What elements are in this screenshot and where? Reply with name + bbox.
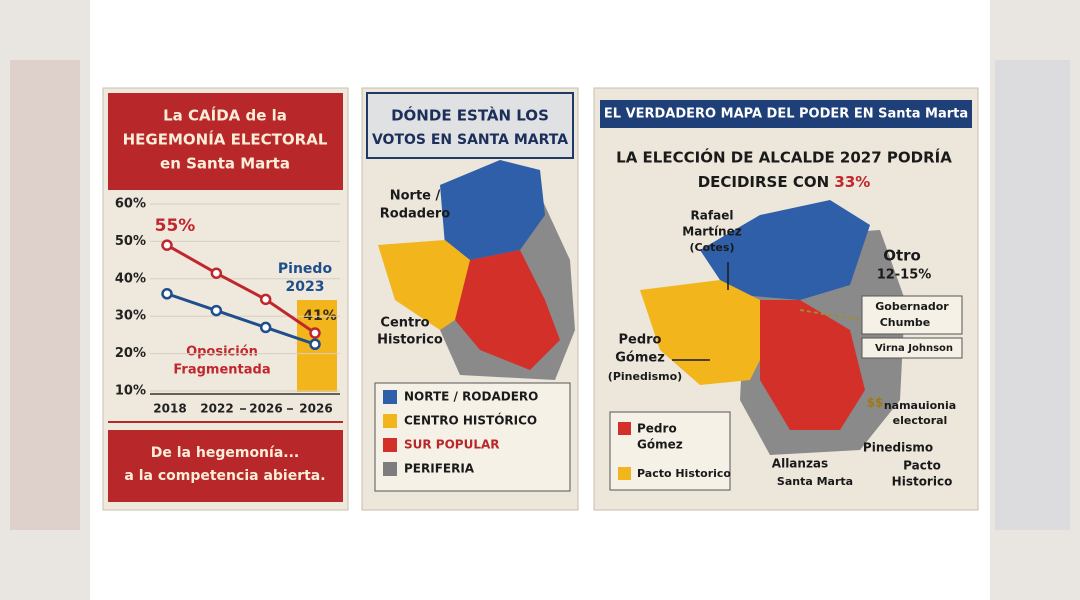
map-label: Gómez — [615, 351, 665, 366]
map-label: (Pinedismo) — [608, 370, 682, 383]
legend-swatch — [618, 467, 631, 480]
map-label: Pinedismo — [863, 441, 933, 455]
point — [210, 304, 223, 317]
map-label: Centro — [380, 316, 429, 331]
map-center — [640, 280, 770, 385]
legend-label: Pacto Historico — [637, 467, 731, 480]
map-label: Martínez — [682, 225, 741, 239]
map-label: Allanzas — [772, 457, 828, 471]
header-band — [600, 100, 972, 128]
title-band — [366, 92, 574, 159]
map-label: Rafael — [691, 209, 734, 223]
right-panel: EL VERDADERO MAPA DEL PODER EN Santa Mar… — [593, 87, 979, 511]
map-label: 12-15% — [877, 268, 932, 283]
map-north — [440, 160, 545, 260]
point — [161, 288, 173, 300]
label-box — [861, 337, 963, 359]
middle-panel: DÓNDE ESTÀN LOS VOTOS EN SANTA MARTA Nor… — [361, 87, 579, 511]
title: DÓNDE ESTÀN LOS — [391, 106, 549, 125]
point — [309, 327, 321, 339]
point — [309, 338, 321, 350]
annotation: 55% — [155, 216, 196, 236]
map-label: (Cotes) — [690, 241, 735, 254]
map-label: Pacto — [903, 459, 941, 473]
title: VOTOS EN SANTA MARTA — [372, 132, 568, 148]
legend-swatch — [618, 422, 631, 435]
map-label: Rodadero — [380, 207, 451, 222]
side-backdrop — [10, 60, 80, 530]
headline: DECIDIRSE CON 33% — [698, 173, 871, 191]
x-tick-label: 2022 — [200, 402, 233, 416]
header: EL VERDADERO MAPA DEL PODER EN Santa Mar… — [604, 107, 968, 122]
map-south — [760, 300, 865, 430]
map-label: Chumbe — [880, 316, 931, 329]
series-line — [166, 292, 316, 346]
y-tick-label: 30% — [115, 309, 146, 324]
point — [210, 267, 223, 279]
title: La CAÍDA de la — [163, 106, 287, 125]
legend-label: SUR POPULAR — [404, 438, 500, 452]
footer: a la competencia abierta. — [124, 468, 325, 484]
series-line — [166, 243, 316, 335]
map-label: Gobernador — [875, 300, 949, 313]
headline-highlight: 33% — [834, 173, 870, 191]
map-south — [455, 250, 560, 370]
legend-label: PERIFERIA — [404, 462, 475, 476]
map-label: Norte / — [390, 189, 441, 204]
legend-swatch — [383, 414, 397, 428]
map-label: electoral — [893, 414, 948, 427]
map-label: Virna Johnson — [875, 343, 953, 354]
label-box — [861, 295, 963, 335]
headline-text: DECIDIRSE CON — [698, 173, 829, 191]
legend-swatch — [383, 462, 397, 476]
footer: De la hegemonía... — [151, 445, 299, 461]
y-tick-label: 60% — [115, 197, 146, 212]
footer-band — [108, 430, 343, 502]
annotation: Fragmentada — [173, 363, 270, 378]
title-band — [108, 93, 343, 190]
map-label: Historico — [377, 333, 443, 348]
left-panel: La CAÍDA de la HEGEMONÍA ELECTORAL en Sa… — [102, 87, 349, 511]
point — [259, 293, 272, 306]
headline: LA ELECCIÓN DE ALCALDE 2027 PODRÍA — [616, 148, 952, 167]
x-tick-label: 2018 — [153, 402, 186, 416]
x-tick-label: 2026 — [299, 402, 332, 416]
y-tick-label: 40% — [115, 271, 146, 286]
icon-label: $$ — [867, 396, 884, 410]
point — [259, 321, 272, 334]
map-label: Pedro — [619, 333, 662, 348]
point — [161, 239, 173, 251]
legend-label: NORTE / RODADERO — [404, 390, 538, 404]
y-tick-label: 20% — [115, 346, 146, 361]
legend-swatch — [383, 438, 397, 452]
map-label: Santa Marta — [777, 475, 853, 488]
side-backdrop — [995, 60, 1070, 530]
map-center — [378, 240, 470, 330]
legend-label: Gómez — [637, 438, 683, 452]
map-label: Otro — [883, 247, 921, 265]
annotation: 2023 — [286, 279, 325, 295]
title: en Santa Marta — [160, 155, 290, 173]
legend-label: CENTRO HISTÓRICO — [404, 413, 537, 428]
map-north — [700, 200, 870, 300]
y-tick-label: 10% — [115, 384, 146, 399]
x-tick-label: 2026 — [249, 402, 282, 416]
pointer — [799, 309, 861, 321]
legend-swatch — [383, 390, 397, 404]
legend-box — [374, 382, 571, 492]
legend-label: Pedro — [637, 422, 677, 436]
annotation: Pinedo — [278, 261, 333, 277]
map-label: namauionia — [884, 399, 956, 412]
map-label: Historico — [892, 475, 953, 489]
y-tick-label: 50% — [115, 234, 146, 249]
title: HEGEMONÍA ELECTORAL — [123, 130, 328, 149]
annotation: Oposición — [186, 345, 258, 360]
